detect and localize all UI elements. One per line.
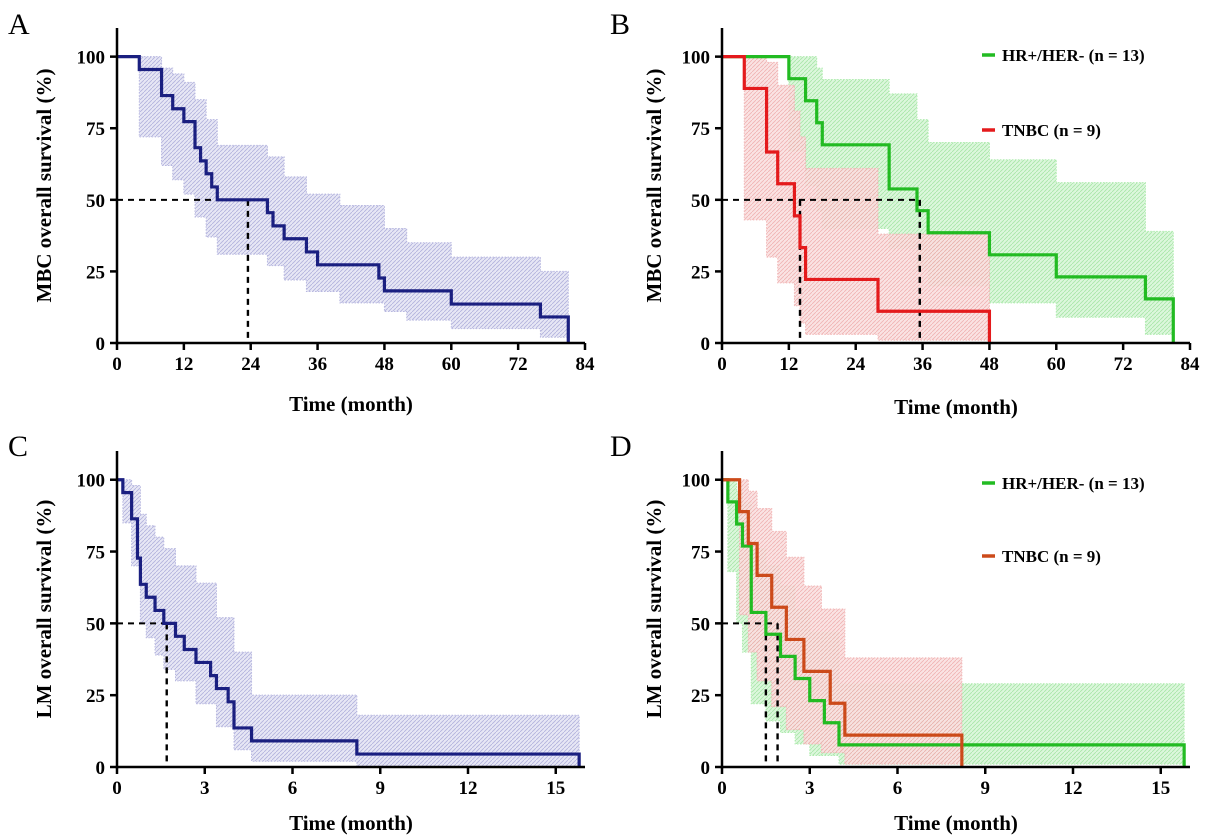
panel-b-x-tick-label: 0 (717, 354, 727, 375)
panel-b-x-tick-label: 84 (1181, 354, 1201, 375)
panel-c-x-tick-label: 9 (376, 778, 386, 799)
panel-b-x-axis-label: Time (month) (894, 395, 1018, 419)
panel-b-axes: 0 12 24 36 48 60 72 84 0 25 50 75 100 (682, 28, 1201, 375)
panel-b-survival-curve-2 (722, 55, 992, 343)
panel-d-axes: 0 3 6 9 12 15 0 25 50 75 100 (682, 451, 1190, 799)
panel-d-x-tick-label: 3 (805, 778, 815, 799)
panel-b: B 0 12 24 36 48 60 72 84 0 25 50 75 100 HR+/HER- (n … (610, 8, 1200, 419)
panel-d-x-tick-label: 6 (893, 778, 903, 799)
panel-a-x-tick-label: 72 (509, 354, 528, 375)
panel-d-x-tick-label: 0 (717, 778, 727, 799)
panel-b-y-tick-label: 0 (701, 334, 711, 355)
panel-c-x-tick-label: 6 (288, 778, 298, 799)
panel-d-legend-label-2: TNBC (n = 9) (1002, 547, 1101, 566)
panel-c-ci-bands (117, 479, 580, 768)
panel-c-x-tick-label: 12 (459, 778, 478, 799)
panel-d: D 0 3 6 9 12 15 0 25 50 75 100 HR+/HER- (n = 13) TN… (610, 430, 1190, 835)
panel-a-x-tick-label: 60 (442, 354, 461, 375)
panel-a-survival-curves (117, 55, 570, 343)
panel-c-x-tick-label: 15 (546, 778, 565, 799)
panel-c-ci-band-1 (117, 479, 580, 768)
panel-d-legend: HR+/HER- (n = 13) TNBC (n = 9) (982, 474, 1145, 566)
panel-d-y-tick-label: 50 (691, 614, 710, 635)
panel-d-y-tick-label: 100 (682, 471, 711, 492)
panel-d-survival-curves (722, 478, 1186, 767)
panel-b-x-tick-label: 12 (779, 354, 798, 375)
panel-c-y-tick-label: 100 (77, 471, 106, 492)
panel-a-ci-bands (117, 56, 569, 343)
panel-b-y-tick-label: 25 (691, 262, 710, 283)
panel-d-ci-bands (722, 479, 1185, 767)
panel-b-legend-label-1: HR+/HER- (n = 13) (1002, 46, 1145, 65)
panel-b-survival-curves (722, 55, 1175, 343)
panel-a-y-axis-label: MBC overall survival (%) (32, 69, 56, 303)
panel-b-x-tick-label: 36 (913, 354, 932, 375)
panel-d-x-tick-label: 15 (1151, 778, 1170, 799)
panel-a-x-tick-label: 12 (174, 354, 193, 375)
panel-d-letter: D (610, 430, 632, 463)
panel-c-y-tick-label: 0 (96, 758, 106, 779)
panel-a: A 0 12 24 36 48 60 72 84 0 25 50 75 100 Time (month)… (8, 8, 595, 416)
panel-b-y-tick-label: 100 (682, 48, 711, 69)
panel-a-axes: 0 12 24 36 48 60 72 84 0 25 50 75 100 (77, 28, 596, 375)
panel-c-x-tick-label: 3 (200, 778, 210, 799)
panel-c-median-lines (117, 622, 168, 767)
panel-b-survival-curve-1 (722, 55, 1175, 343)
panel-b-x-tick-label: 72 (1114, 354, 1133, 375)
panel-b-x-tick-label: 24 (846, 354, 866, 375)
panel-a-y-tick-label: 50 (86, 191, 105, 212)
panel-a-x-axis-label: Time (month) (289, 392, 413, 416)
panel-b-x-tick-label: 48 (980, 354, 999, 375)
panel-d-x-tick-label: 9 (981, 778, 991, 799)
panel-c-x-tick-label: 0 (112, 778, 122, 799)
panel-b-x-tick-label: 60 (1047, 354, 1066, 375)
panel-d-y-tick-label: 25 (691, 686, 710, 707)
panel-a-x-tick-label: 0 (112, 354, 122, 375)
panel-b-y-axis-label: MBC overall survival (%) (642, 69, 666, 303)
panel-a-y-tick-label: 25 (86, 262, 105, 283)
panel-c-axes: 0 3 6 9 12 15 0 25 50 75 100 (77, 451, 585, 799)
panel-a-survival-curve-1 (117, 55, 570, 343)
panel-c-y-axis-label: LM overall survival (%) (32, 500, 56, 719)
panel-c-survival-curve-1 (117, 478, 581, 767)
panel-d-survival-curve-1 (722, 478, 1186, 767)
panel-d-legend-label-1: HR+/HER- (n = 13) (1002, 474, 1145, 493)
panel-a-y-tick-label: 75 (86, 119, 105, 140)
panel-b-legend-label-2: TNBC (n = 9) (1002, 121, 1101, 140)
panel-c-survival-curves (117, 478, 581, 767)
panel-b-y-tick-label: 75 (691, 119, 710, 140)
panel-c-x-axis-label: Time (month) (289, 811, 413, 835)
panel-b-y-tick-label: 50 (691, 191, 710, 212)
panel-c-y-tick-label: 75 (86, 543, 105, 564)
panel-d-survival-curve-2 (722, 478, 964, 767)
panel-c-y-tick-label: 25 (86, 686, 105, 707)
panel-d-y-tick-label: 0 (701, 758, 711, 779)
panel-d-y-tick-label: 75 (691, 543, 710, 564)
panel-b-legend: HR+/HER- (n = 13) TNBC (n = 9) (982, 46, 1145, 140)
panel-d-median-lines (722, 622, 779, 767)
panel-a-ci-band-1 (117, 56, 569, 343)
panel-a-x-tick-label: 48 (375, 354, 394, 375)
panel-b-letter: B (610, 8, 630, 41)
panel-d-x-tick-label: 12 (1064, 778, 1083, 799)
panel-a-y-tick-label: 0 (96, 334, 106, 355)
panel-c-letter: C (8, 430, 28, 463)
panel-a-letter: A (8, 8, 30, 41)
panel-d-x-axis-label: Time (month) (894, 811, 1018, 835)
panel-a-x-tick-label: 84 (576, 354, 596, 375)
panel-c-y-tick-label: 50 (86, 614, 105, 635)
panel-a-x-tick-label: 36 (308, 354, 327, 375)
panel-a-median-lines (117, 198, 250, 343)
panel-a-y-tick-label: 100 (77, 48, 106, 69)
panel-a-x-tick-label: 24 (241, 354, 261, 375)
panel-d-y-axis-label: LM overall survival (%) (642, 500, 666, 719)
panel-c: C 0 3 6 9 12 15 0 25 50 75 100 Time (month) LM ove… (8, 430, 585, 835)
